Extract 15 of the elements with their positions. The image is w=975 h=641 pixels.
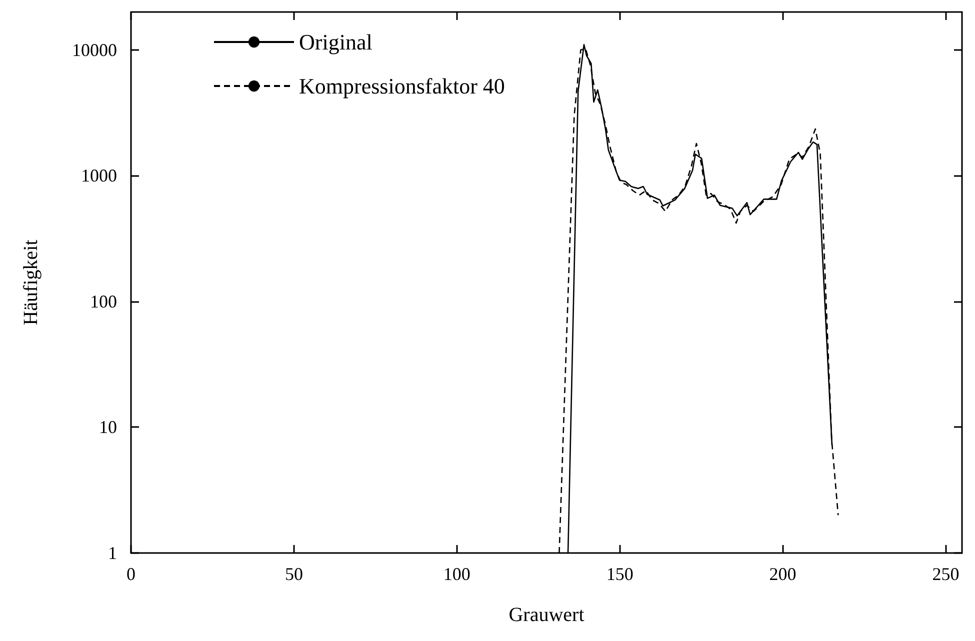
legend-label: Kompressionsfaktor 40 — [299, 74, 505, 98]
y-axis-title: Häufigkeit — [20, 239, 42, 326]
x-tick-label: 100 — [443, 564, 470, 584]
x-tick-label: 250 — [932, 564, 960, 584]
y-tick-label: 10000 — [72, 40, 117, 60]
x-tick-label: 150 — [606, 564, 634, 584]
y-tick-label: 10 — [99, 417, 117, 438]
legend-label: Original — [299, 30, 372, 54]
y-tick-label: 100 — [90, 291, 117, 312]
x-axis-title: Grauwert — [508, 604, 585, 626]
y-tick-label: 1 — [108, 543, 117, 563]
x-tick-label: 200 — [769, 564, 796, 584]
x-tick-label: 50 — [284, 564, 303, 584]
y-tick-label: 1000 — [81, 166, 117, 186]
x-tick-label: 0 — [126, 564, 136, 584]
